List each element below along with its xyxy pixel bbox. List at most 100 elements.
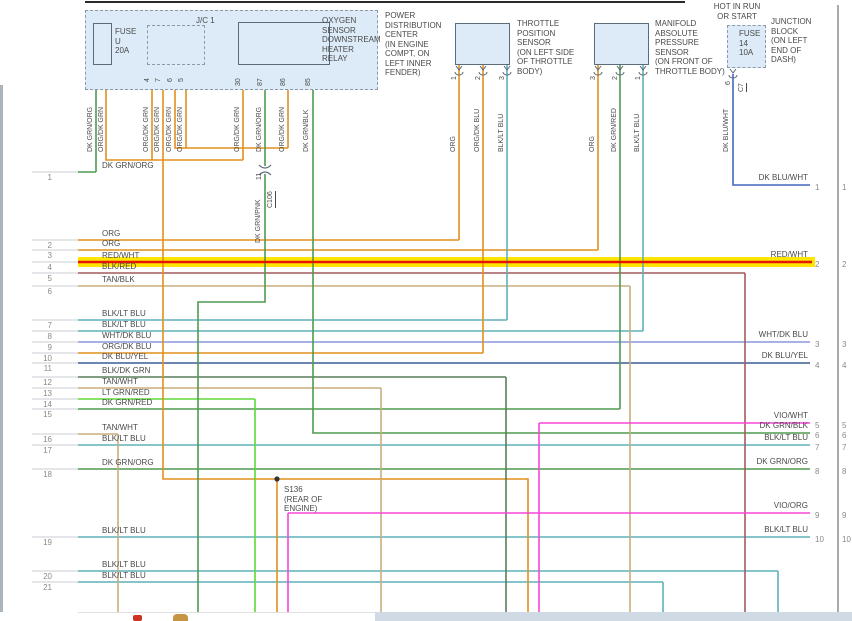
wire-label: DK GRN/ORG — [102, 161, 154, 170]
vertical-wire-label: ORG/DK GRN — [234, 106, 241, 152]
wire-number-left: 16 — [43, 435, 52, 444]
connector-label: C106 — [267, 191, 276, 208]
wire-label: ORG — [102, 239, 121, 248]
vertical-wire-label: ORG/DK GRN — [143, 106, 150, 152]
connector-label: C7 — [738, 83, 747, 92]
vertical-wire-label: ORG/DK GRN — [177, 106, 184, 152]
pin-number: 87 — [257, 78, 264, 86]
wire-number-right: 3 — [815, 340, 820, 349]
pin-number: 7 — [155, 78, 162, 82]
wire-label: BLK/LT BLU — [102, 309, 146, 318]
wire-label: VIO/WHT — [773, 411, 808, 420]
pin-number: 1 — [635, 76, 642, 80]
wire-number-left: 6 — [47, 287, 52, 296]
o2-heater-relay-box — [238, 22, 330, 65]
wire-label: BLK/DK GRN — [102, 366, 151, 375]
wire-number-right-2: 5 — [842, 421, 847, 430]
wire-label: BLK/LT BLU — [102, 571, 146, 580]
wire-number-right-2: 3 — [842, 340, 847, 349]
wire-number-left: 13 — [43, 389, 52, 398]
wire-number-left: 11 — [43, 364, 52, 373]
wire-number-left: 3 — [47, 251, 52, 260]
wire-number-right-2: 10 — [842, 535, 851, 544]
vertical-wire-label: ORG/DK GRN — [279, 106, 286, 152]
wire-label: BLK/LT BLU — [764, 433, 808, 442]
vertical-wire-label: ORG — [450, 136, 457, 152]
wire-label: DK GRN/ORG — [102, 458, 154, 467]
page-left-border — [0, 85, 3, 612]
vertical-wire-label: DK GRN/ORG — [256, 106, 263, 152]
junction-block-label: JUNCTION BLOCK (ON LEFT END OF DASH) — [771, 17, 812, 64]
relay-label: OXYGEN SENSOR DOWNSTREAM HEATER RELAY — [322, 16, 381, 63]
wire-number-right: 4 — [815, 361, 820, 370]
wire-number-left: 2 — [47, 241, 52, 250]
pin-number: 11 — [256, 172, 263, 180]
bottom-tan-icon — [173, 614, 188, 621]
vertical-wire-label: ORG/DK GRN — [98, 106, 105, 152]
wire-label: ORG/DK BLU — [102, 342, 152, 351]
hot-in-run-label: HOT IN RUN OR START — [713, 2, 761, 21]
wire-number-right: 7 — [815, 443, 820, 452]
vertical-wire-label: DK GRN/ORG — [87, 106, 94, 152]
wire-label: BLK/LT BLU — [102, 320, 146, 329]
wire-number-left: 15 — [43, 410, 52, 419]
wire-number-left: 4 — [47, 263, 52, 272]
vertical-wire-label: ORG — [589, 136, 596, 152]
fuse-u-label: FUSE U 20A — [115, 27, 137, 55]
wire-number-left: 1 — [47, 173, 52, 182]
fuse-u-box — [93, 23, 112, 65]
wire-number-right: 2 — [815, 260, 820, 269]
junction-connector-1-box — [147, 25, 205, 65]
pin-number: 2 — [612, 76, 619, 80]
wire-label: TAN/BLK — [102, 275, 135, 284]
tps-label: THROTTLE POSITION SENSOR (ON LEFT SIDE O… — [517, 19, 575, 76]
wire-label: DK BLU/WHT — [758, 173, 808, 182]
fuse-14-label: FUSE 14 10A — [739, 29, 761, 57]
wire-number-right-2: 9 — [842, 511, 847, 520]
pin-number: 3 — [499, 76, 506, 80]
vertical-wire-label: BLK/LT BLU — [634, 113, 641, 152]
bottom-red-icon — [133, 615, 142, 621]
bottom-strip-white — [78, 612, 375, 621]
wire-number-right: 5 — [815, 421, 820, 430]
wire-number-right-2: 6 — [842, 431, 847, 440]
splice-s136-label: S136 (REAR OF ENGINE) — [284, 485, 323, 513]
wire-label: DK GRN/BLK — [759, 421, 808, 430]
throttle-position-sensor-box — [455, 23, 510, 65]
wire-number-left: 5 — [47, 274, 52, 283]
wire-label: RED/WHT — [102, 251, 140, 260]
wire-number-right-2: 7 — [842, 443, 847, 452]
pin-number: 3 — [590, 76, 597, 80]
wire-number-right: 1 — [815, 183, 820, 192]
wire-number-left: 12 — [43, 378, 52, 387]
map-sensor-box — [594, 23, 649, 65]
wire-number-left: 14 — [43, 400, 52, 409]
map-label: MANIFOLD ABSOLUTE PRESSURE SENSOR (ON FR… — [655, 19, 725, 76]
wire-label: BLK/LT BLU — [102, 560, 146, 569]
wire-number-left: 18 — [43, 470, 52, 479]
wire-label: LT GRN/RED — [102, 388, 150, 397]
pin-number: 4 — [144, 78, 151, 82]
junction-block-fuse-box — [727, 25, 766, 68]
vertical-wire-label: DK GRN/BLK — [303, 109, 310, 152]
pin-number: 30 — [235, 78, 242, 86]
wire-label: BLK/LT BLU — [102, 434, 146, 443]
pin-number: 6 — [167, 78, 174, 82]
wire-number-left: 8 — [47, 332, 52, 341]
pdc-label: POWER DISTRIBUTION CENTER (IN ENGINE COM… — [385, 11, 442, 77]
wire-label: RED/WHT — [770, 250, 808, 259]
wire-label: VIO/ORG — [773, 501, 808, 510]
wire-label: DK GRN/ORG — [756, 457, 808, 466]
vertical-wire-label: ORG/DK BLU — [474, 108, 481, 152]
wire-label: WHT/DK BLU — [758, 330, 808, 339]
pin-number: 5 — [178, 78, 185, 82]
wire-number-right-2: 8 — [842, 467, 847, 476]
vertical-wire-label: ORG/DK GRN — [154, 106, 161, 152]
wire-number-left: 20 — [43, 572, 52, 581]
wire-number-right: 6 — [815, 431, 820, 440]
wire-label: ORG — [102, 229, 121, 238]
bottom-strip-grey — [375, 612, 852, 621]
vertical-wire-label: DK BLU/WHT — [723, 108, 730, 152]
vertical-wire-label: ORG/DK GRN — [166, 106, 173, 152]
wire-label: BLK/LT BLU — [764, 525, 808, 534]
